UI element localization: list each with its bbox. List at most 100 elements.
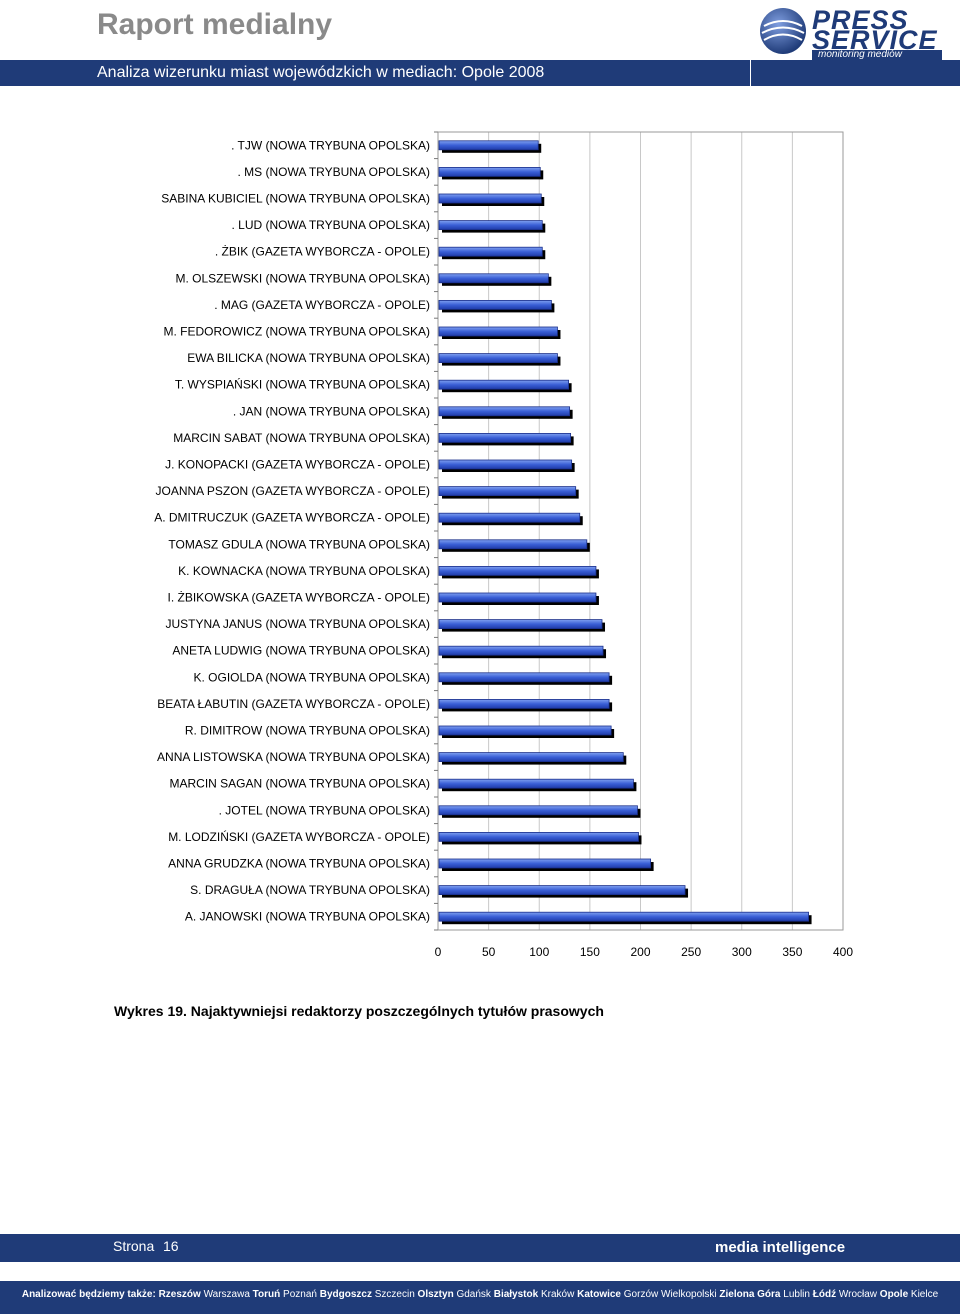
category-label: . JAN (NOWA TRYBUNA OPOLSKA) xyxy=(233,404,430,418)
bar xyxy=(438,193,542,204)
bar xyxy=(438,299,552,310)
x-tick-label: 100 xyxy=(529,945,549,959)
city-item: Gorzów Wielkopolski xyxy=(621,1289,717,1300)
city-item: Zielona Góra xyxy=(716,1289,781,1300)
category-label: ANNA GRUDZKA (NOWA TRYBUNA OPOLSKA) xyxy=(168,857,430,871)
header-bar-right xyxy=(751,60,960,86)
city-item: Warszawa xyxy=(200,1289,250,1300)
bar xyxy=(438,353,558,364)
category-label: JOANNA PSZON (GAZETA WYBORCZA - OPOLE) xyxy=(156,484,430,498)
bar xyxy=(438,592,597,603)
city-item: Łódź xyxy=(809,1289,837,1300)
bar xyxy=(438,699,610,709)
category-label: S. DRAGUŁA (NOWA TRYBUNA OPOLSKA) xyxy=(190,883,430,897)
bar xyxy=(438,246,543,257)
logo-line1: PRESS xyxy=(812,5,909,35)
city-item: Opole xyxy=(877,1289,909,1300)
city-item: Kraków xyxy=(538,1289,575,1300)
city-item: Olsztyn xyxy=(414,1289,454,1300)
category-label: . TJW (NOWA TRYBUNA OPOLSKA) xyxy=(231,138,430,152)
bar xyxy=(438,539,588,550)
category-label: JUSTYNA JANUS (NOWA TRYBUNA OPOLSKA) xyxy=(165,617,430,631)
category-label: . LUD (NOWA TRYBUNA OPOLSKA) xyxy=(232,218,431,232)
bar xyxy=(438,645,604,656)
x-tick-label: 400 xyxy=(833,945,853,959)
cities-bar xyxy=(0,1281,960,1314)
city-item: Katowice xyxy=(574,1289,621,1300)
x-tick-label: 150 xyxy=(580,945,600,959)
bar-chart: . TJW (NOWA TRYBUNA OPOLSKA) . MS (NOWA T… xyxy=(154,131,853,959)
category-label: J. KONOPACKI (GAZETA WYBORCZA - OPOLE) xyxy=(165,458,430,472)
x-tick-label: 300 xyxy=(732,945,752,959)
city-item: Gdańsk xyxy=(453,1289,491,1300)
bar xyxy=(438,220,543,230)
city-item: Rzeszów xyxy=(158,1289,201,1300)
x-tick-label: 200 xyxy=(630,945,650,959)
x-tick-label: 0 xyxy=(435,945,442,959)
category-label: I. ŻBIKOWSKA (GAZETA WYBORCZA - OPOLE) xyxy=(168,591,430,605)
category-label: . JOTEL (NOWA TRYBUNA OPOLSKA) xyxy=(219,803,430,817)
bar xyxy=(438,619,603,630)
city-item: Bydgoszcz xyxy=(316,1289,372,1300)
category-label: BEATA ŁABUTIN (GAZETA WYBORCZA - OPOLE) xyxy=(157,697,430,711)
bar xyxy=(438,140,539,151)
category-label: K. KOWNACKA (NOWA TRYBUNA OPOLSKA) xyxy=(178,564,430,578)
bar xyxy=(438,832,639,842)
category-label: A. JANOWSKI (NOWA TRYBUNA OPOLSKA) xyxy=(185,910,430,924)
cities-list: Analizować będziemy także: Rzeszów Warsz… xyxy=(0,1289,960,1300)
city-item: Lublin xyxy=(780,1289,810,1300)
category-label: M. OLSZEWSKI (NOWA TRYBUNA OPOLSKA) xyxy=(176,271,431,285)
category-label: M. FEDOROWICZ (NOWA TRYBUNA OPOLSKA) xyxy=(164,325,430,339)
cities-items: Rzeszów Warszawa Toruń Poznań Bydgoszcz … xyxy=(159,1289,939,1300)
category-label: . MAG (GAZETA WYBORCZA - OPOLE) xyxy=(214,298,430,312)
city-item: Wrocław xyxy=(836,1289,878,1300)
bar xyxy=(438,326,558,337)
category-label: . MS (NOWA TRYBUNA OPOLSKA) xyxy=(238,165,431,179)
bar xyxy=(438,778,634,789)
report-title: Raport medialny xyxy=(97,8,333,41)
category-label: MARCIN SAGAN (NOWA TRYBUNA OPOLSKA) xyxy=(170,777,431,791)
category-label: EWA BILICKA (NOWA TRYBUNA OPOLSKA) xyxy=(187,351,430,365)
category-label: M. LODZIŃSKI (GAZETA WYBORCZA - OPOLE) xyxy=(168,829,430,844)
bar xyxy=(438,672,610,683)
city-item: Poznań xyxy=(280,1289,317,1300)
bar xyxy=(438,885,686,895)
logo-tagline-bar xyxy=(812,50,942,61)
bar xyxy=(438,565,597,576)
bar xyxy=(438,725,612,736)
category-label: T. WYSPIAŃSKI (NOWA TRYBUNA OPOLSKA) xyxy=(175,377,430,392)
logo-line2: SERVICE xyxy=(812,25,938,55)
category-label: ANNA LISTOWSKA (NOWA TRYBUNA OPOLSKA) xyxy=(157,750,430,764)
city-item: Kielce xyxy=(908,1289,939,1300)
bar xyxy=(438,486,577,497)
category-label: K. OGIOLDA (NOWA TRYBUNA OPOLSKA) xyxy=(193,670,430,684)
footer-bar xyxy=(0,1234,960,1262)
bar xyxy=(438,858,652,869)
bar xyxy=(438,406,571,417)
bar xyxy=(438,273,549,284)
category-label: . ŻBIK (GAZETA WYBORCZA - OPOLE) xyxy=(215,245,430,259)
category-label: SABINA KUBICIEL (NOWA TRYBUNA OPOLSKA) xyxy=(161,192,430,206)
chart-caption: Wykres 19. Najaktywniejsi redaktorzy pos… xyxy=(114,1003,604,1019)
report-subtitle: Analiza wizerunku miast wojewódzkich w m… xyxy=(97,64,545,81)
bar xyxy=(438,379,570,390)
bar xyxy=(438,512,581,523)
bar xyxy=(438,805,638,816)
x-tick-label: 350 xyxy=(782,945,802,959)
bar xyxy=(438,459,573,470)
city-item: Szczecin xyxy=(371,1289,415,1300)
header-bar xyxy=(0,60,750,86)
page-label: Strona xyxy=(113,1238,155,1254)
bar xyxy=(438,911,809,922)
bar xyxy=(438,752,624,762)
category-label: R. DIMITROW (NOWA TRYBUNA OPOLSKA) xyxy=(185,724,430,738)
city-item: Białystok xyxy=(490,1289,539,1300)
page-number: 16 xyxy=(163,1238,179,1254)
x-tick-label: 50 xyxy=(482,945,496,959)
cities-prefix: Analizować będziemy także: xyxy=(21,1289,156,1300)
x-tick-label: 250 xyxy=(681,945,701,959)
footer-slogan: media intelligence xyxy=(715,1239,846,1256)
globe-icon xyxy=(760,8,806,54)
bar xyxy=(438,167,541,177)
bar xyxy=(438,432,572,443)
